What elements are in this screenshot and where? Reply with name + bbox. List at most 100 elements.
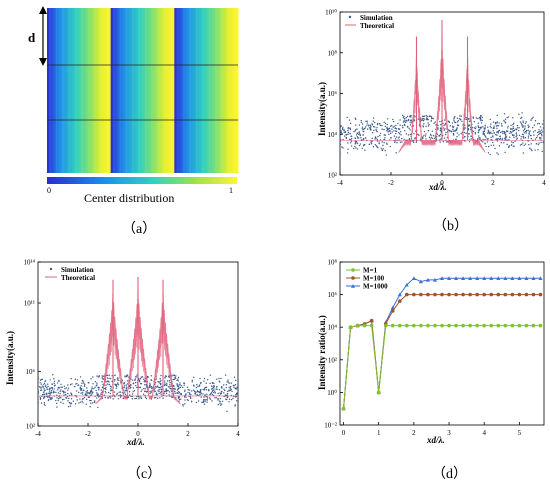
simulation-point [216,388,218,391]
simulation-point [235,392,238,395]
simulation-point [461,120,463,123]
simulation-point [164,376,166,379]
data-point [461,323,465,328]
simulation-point [521,124,523,126]
simulation-point [46,388,48,391]
simulation-point [499,135,502,137]
simulation-point [376,146,378,148]
simulation-point [412,141,415,143]
data-point [517,292,522,297]
x-d-tick-label: 1 [377,429,381,437]
simulation-point [228,382,230,384]
simulation-point [140,390,142,393]
simulation-point [383,128,385,131]
y-b-tick-label: 10⁴ [328,131,338,139]
data-point [454,323,458,328]
simulation-point [410,122,413,124]
simulation-point [392,120,395,123]
simulation-point [187,388,189,391]
simulation-point [221,403,223,405]
data-point [468,276,473,280]
simulation-point [539,130,541,133]
simulation-point [504,136,506,139]
simulation-point [520,143,523,146]
simulation-point [394,138,397,140]
simulation-point [150,387,153,390]
simulation-point [74,378,76,381]
simulation-point [349,127,351,129]
simulation-point [37,392,40,394]
simulation-point [67,389,69,391]
simulation-point [57,392,60,394]
simulation-point [387,118,389,120]
simulation-point [128,391,131,393]
simulation-point [453,118,455,120]
simulation-point [389,132,392,135]
simulation-point [403,115,405,118]
simulation-point [85,391,87,393]
simulation-point [41,385,43,387]
simulation-point [447,120,450,123]
x-d-tick-label: 5 [518,429,522,437]
simulation-point [385,154,387,156]
simulation-point [208,390,210,392]
simulation-point [204,400,206,403]
simulation-point [404,120,406,122]
simulation-point [43,403,46,406]
simulation-point [371,131,374,134]
simulation-point [170,389,172,391]
simulation-point [540,137,542,139]
simulation-point [347,142,349,144]
simulation-point [362,138,365,140]
simulation-point [117,377,119,380]
data-point [405,292,409,297]
simulation-point [125,390,128,392]
simulation-point [518,113,520,115]
simulation-point [158,388,160,391]
simulation-point [101,391,103,394]
simulation-point [365,120,367,122]
simulation-point [354,142,357,144]
simulation-point [171,393,173,395]
simulation-point [468,133,471,135]
simulation-point [496,114,498,117]
simulation-point [134,376,137,378]
legend-c-simulation: Simulation [61,266,94,274]
simulation-point [512,123,514,126]
simulation-point [473,127,475,129]
data-point [433,292,437,297]
simulation-point [379,132,382,135]
x-b-tick-label: 4 [542,179,546,187]
plot-area-d [341,276,543,411]
simulation-point [487,152,490,154]
simulation-point [499,138,501,141]
simulation-point [510,128,512,131]
simulation-point [165,389,168,392]
simulation-point [139,378,142,380]
simulation-point [378,123,381,125]
simulation-point [235,379,237,382]
simulation-point [41,387,43,389]
simulation-point [41,378,44,381]
simulation-point [205,382,207,384]
data-point [510,323,515,328]
simulation-point [363,144,365,146]
simulation-point [105,381,107,383]
simulation-point [144,396,147,399]
simulation-point [375,145,378,147]
simulation-point [72,400,75,402]
data-point [440,276,444,280]
simulation-point [339,124,342,127]
simulation-point [522,142,524,144]
simulation-point [167,386,170,388]
simulation-point [107,391,110,394]
simulation-point [53,380,56,383]
simulation-point [443,119,446,121]
simulation-point [159,381,162,383]
simulation-point [345,136,348,139]
simulation-point [510,144,513,146]
simulation-point [56,382,59,384]
simulation-point [522,152,525,154]
simulation-point [82,397,84,400]
simulation-point [401,137,403,140]
